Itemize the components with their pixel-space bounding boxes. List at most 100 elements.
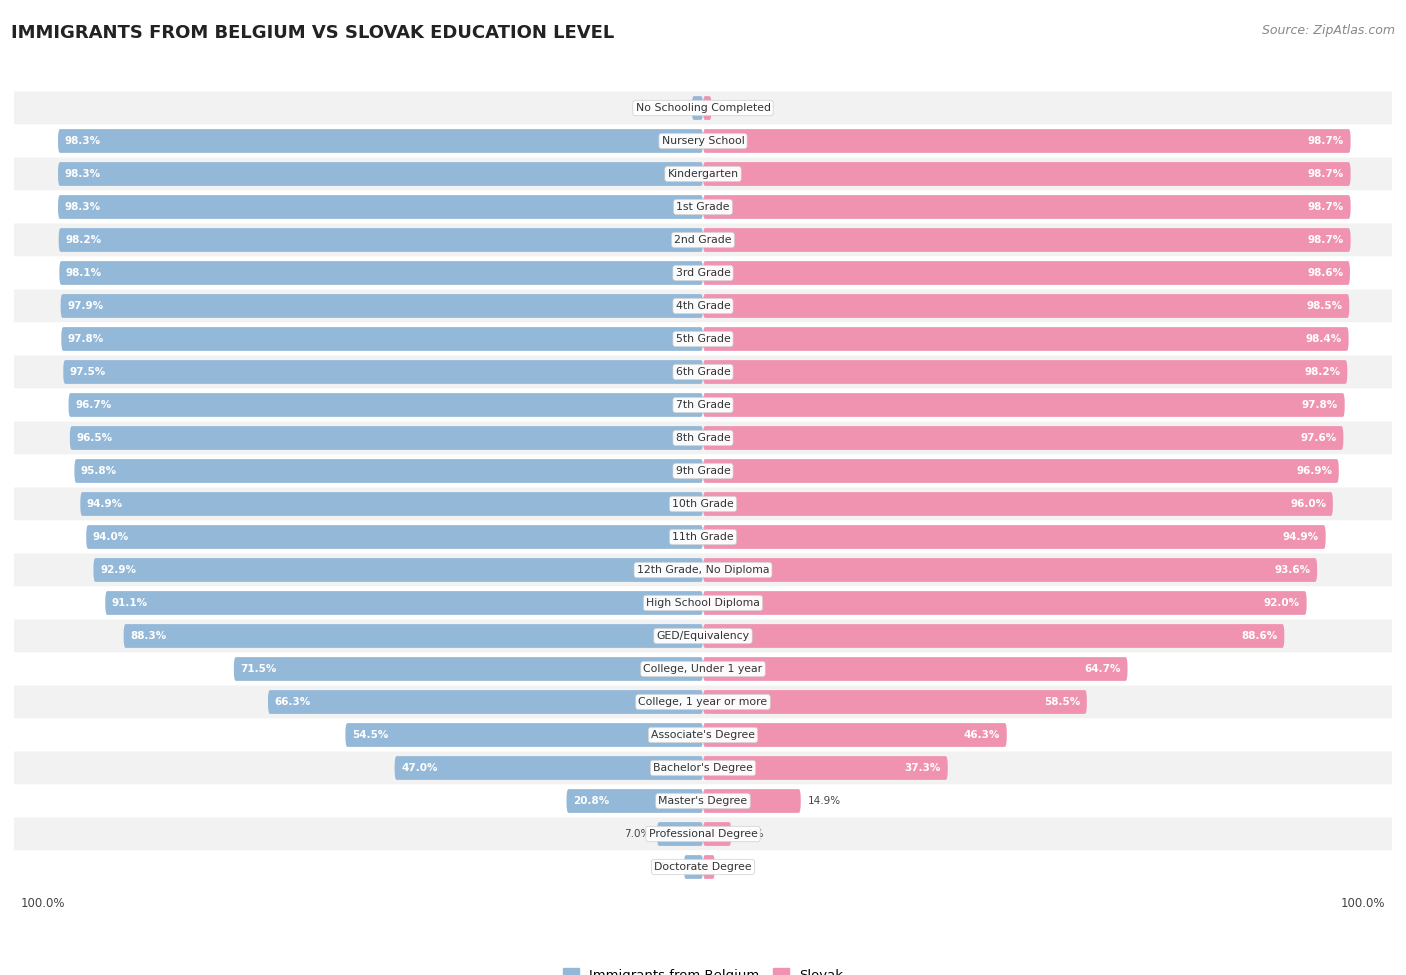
Text: No Schooling Completed: No Schooling Completed xyxy=(636,103,770,113)
Text: 37.3%: 37.3% xyxy=(905,763,941,773)
Text: 96.7%: 96.7% xyxy=(75,400,111,410)
FancyBboxPatch shape xyxy=(269,690,703,714)
Text: 64.7%: 64.7% xyxy=(1084,664,1121,674)
FancyBboxPatch shape xyxy=(14,125,1392,158)
Text: 98.3%: 98.3% xyxy=(65,136,101,146)
FancyBboxPatch shape xyxy=(703,294,1350,318)
FancyBboxPatch shape xyxy=(70,426,703,449)
FancyBboxPatch shape xyxy=(14,619,1392,652)
FancyBboxPatch shape xyxy=(14,388,1392,421)
Text: 66.3%: 66.3% xyxy=(274,697,311,707)
FancyBboxPatch shape xyxy=(692,97,703,120)
Text: 54.5%: 54.5% xyxy=(352,730,388,740)
Text: 58.5%: 58.5% xyxy=(1045,697,1080,707)
Text: 98.4%: 98.4% xyxy=(1306,334,1343,344)
Text: 92.0%: 92.0% xyxy=(1264,598,1301,608)
FancyBboxPatch shape xyxy=(59,228,703,252)
FancyBboxPatch shape xyxy=(14,785,1392,817)
Text: 98.7%: 98.7% xyxy=(1308,136,1344,146)
Text: 10th Grade: 10th Grade xyxy=(672,499,734,509)
FancyBboxPatch shape xyxy=(346,723,703,747)
FancyBboxPatch shape xyxy=(60,294,703,318)
Text: 98.2%: 98.2% xyxy=(65,235,101,245)
FancyBboxPatch shape xyxy=(683,855,703,878)
Text: 98.7%: 98.7% xyxy=(1308,202,1344,212)
FancyBboxPatch shape xyxy=(69,393,703,417)
Text: 97.8%: 97.8% xyxy=(1302,400,1339,410)
Text: 98.3%: 98.3% xyxy=(65,202,101,212)
FancyBboxPatch shape xyxy=(62,328,703,351)
FancyBboxPatch shape xyxy=(703,624,1284,647)
FancyBboxPatch shape xyxy=(14,685,1392,719)
Text: Associate's Degree: Associate's Degree xyxy=(651,730,755,740)
FancyBboxPatch shape xyxy=(703,129,1351,153)
FancyBboxPatch shape xyxy=(14,652,1392,685)
Text: 3rd Grade: 3rd Grade xyxy=(675,268,731,278)
FancyBboxPatch shape xyxy=(93,558,703,582)
Text: 5th Grade: 5th Grade xyxy=(676,334,730,344)
FancyBboxPatch shape xyxy=(14,356,1392,388)
FancyBboxPatch shape xyxy=(703,162,1351,186)
Text: 88.6%: 88.6% xyxy=(1241,631,1278,641)
FancyBboxPatch shape xyxy=(703,97,711,120)
FancyBboxPatch shape xyxy=(14,158,1392,190)
Text: 46.3%: 46.3% xyxy=(965,730,1000,740)
FancyBboxPatch shape xyxy=(14,290,1392,323)
Text: 1.8%: 1.8% xyxy=(721,862,748,872)
Text: 97.6%: 97.6% xyxy=(1301,433,1337,443)
FancyBboxPatch shape xyxy=(703,789,801,813)
FancyBboxPatch shape xyxy=(14,752,1392,785)
Text: College, Under 1 year: College, Under 1 year xyxy=(644,664,762,674)
FancyBboxPatch shape xyxy=(703,757,948,780)
Text: 94.9%: 94.9% xyxy=(1284,532,1319,542)
FancyBboxPatch shape xyxy=(14,92,1392,125)
Text: Doctorate Degree: Doctorate Degree xyxy=(654,862,752,872)
FancyBboxPatch shape xyxy=(703,492,1333,516)
FancyBboxPatch shape xyxy=(14,421,1392,454)
Text: College, 1 year or more: College, 1 year or more xyxy=(638,697,768,707)
FancyBboxPatch shape xyxy=(63,360,703,384)
Text: IMMIGRANTS FROM BELGIUM VS SLOVAK EDUCATION LEVEL: IMMIGRANTS FROM BELGIUM VS SLOVAK EDUCAT… xyxy=(11,24,614,42)
Text: 98.7%: 98.7% xyxy=(1308,169,1344,179)
Text: 97.9%: 97.9% xyxy=(67,301,103,311)
Text: 6th Grade: 6th Grade xyxy=(676,367,730,377)
FancyBboxPatch shape xyxy=(105,591,703,615)
Text: Professional Degree: Professional Degree xyxy=(648,829,758,839)
Text: 98.2%: 98.2% xyxy=(1305,367,1341,377)
Text: 93.6%: 93.6% xyxy=(1274,565,1310,575)
Text: 14.9%: 14.9% xyxy=(807,796,841,806)
FancyBboxPatch shape xyxy=(58,129,703,153)
Text: 2nd Grade: 2nd Grade xyxy=(675,235,731,245)
Text: 1.7%: 1.7% xyxy=(659,103,685,113)
FancyBboxPatch shape xyxy=(657,822,703,846)
Text: 92.9%: 92.9% xyxy=(100,565,136,575)
Text: 94.9%: 94.9% xyxy=(87,499,122,509)
FancyBboxPatch shape xyxy=(14,488,1392,521)
FancyBboxPatch shape xyxy=(703,426,1343,449)
Text: 100.0%: 100.0% xyxy=(1341,897,1385,910)
Text: 9th Grade: 9th Grade xyxy=(676,466,730,476)
FancyBboxPatch shape xyxy=(703,360,1347,384)
Text: 96.0%: 96.0% xyxy=(1291,499,1326,509)
FancyBboxPatch shape xyxy=(703,558,1317,582)
Text: 47.0%: 47.0% xyxy=(401,763,437,773)
FancyBboxPatch shape xyxy=(14,454,1392,488)
Text: 7.0%: 7.0% xyxy=(624,829,651,839)
Text: 96.9%: 96.9% xyxy=(1296,466,1333,476)
FancyBboxPatch shape xyxy=(14,190,1392,223)
FancyBboxPatch shape xyxy=(703,657,1128,681)
FancyBboxPatch shape xyxy=(14,587,1392,619)
Text: 7th Grade: 7th Grade xyxy=(676,400,730,410)
Text: 98.1%: 98.1% xyxy=(66,268,103,278)
Text: Nursery School: Nursery School xyxy=(662,136,744,146)
FancyBboxPatch shape xyxy=(80,492,703,516)
FancyBboxPatch shape xyxy=(58,195,703,218)
Text: 71.5%: 71.5% xyxy=(240,664,277,674)
Text: 20.8%: 20.8% xyxy=(574,796,609,806)
FancyBboxPatch shape xyxy=(703,393,1344,417)
Text: 88.3%: 88.3% xyxy=(131,631,166,641)
FancyBboxPatch shape xyxy=(124,624,703,647)
FancyBboxPatch shape xyxy=(14,554,1392,587)
FancyBboxPatch shape xyxy=(703,591,1306,615)
FancyBboxPatch shape xyxy=(703,261,1350,285)
